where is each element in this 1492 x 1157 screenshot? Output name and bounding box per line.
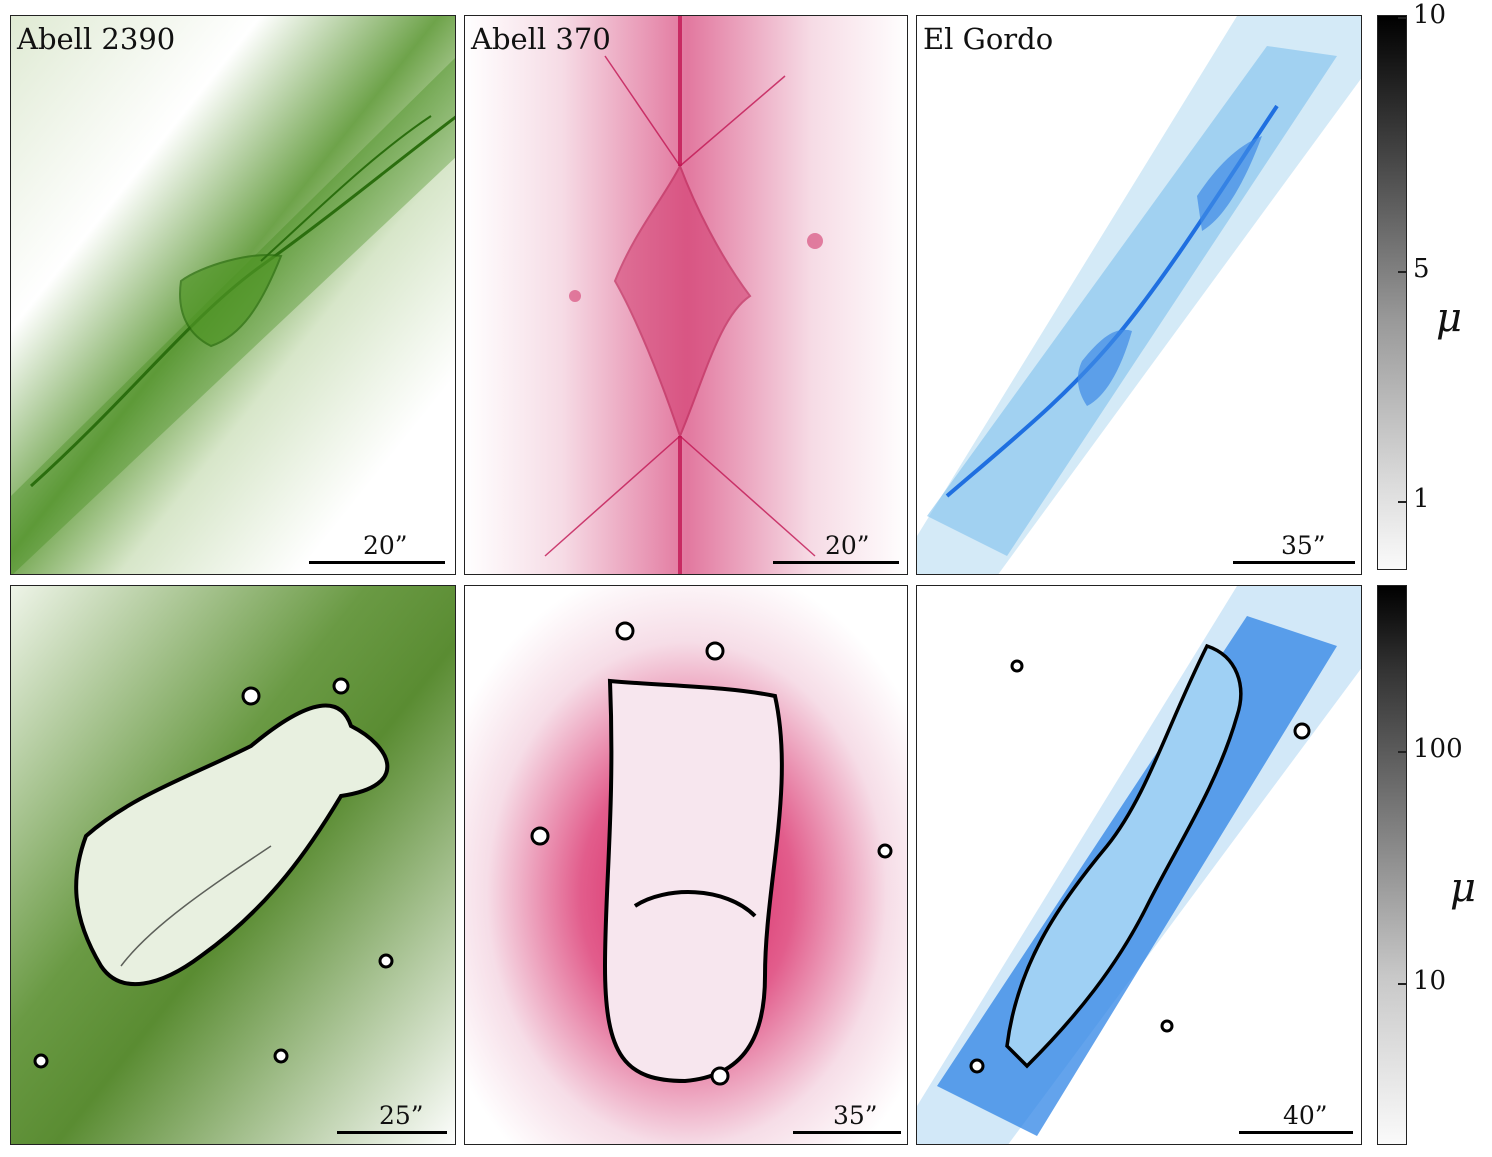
colorbar-label: μ [1436, 295, 1462, 341]
colorbar-top [1377, 15, 1407, 570]
scale-label: 25” [379, 1101, 424, 1130]
colorbar-tick-label: 1 [1413, 484, 1430, 514]
abell-370-top-image [465, 16, 907, 574]
el-gordo-top-image [917, 16, 1361, 574]
colorbar-tick [1398, 983, 1407, 985]
panel-el-gordo-top: El Gordo 35” [916, 15, 1362, 575]
colorbar-tick [1398, 17, 1407, 19]
panel-abell-2390-top: Abell 2390 20” [10, 15, 456, 575]
colorbar-label: μ [1450, 865, 1476, 911]
scale-bar [309, 561, 445, 564]
abell-2390-bottom-image [11, 586, 455, 1144]
scale-label: 40” [1283, 1101, 1328, 1130]
abell-370-bottom-image [465, 586, 907, 1144]
colorbar-bottom [1377, 585, 1407, 1145]
scale-bar [1239, 1131, 1353, 1134]
scale-bar [337, 1131, 447, 1134]
panel-abell-2390-bottom: 25” [10, 585, 456, 1145]
panel-title: Abell 370 [471, 22, 611, 56]
abell-2390-top-image [11, 16, 455, 574]
scale-label: 20” [825, 531, 870, 560]
colorbar-tick-label: 10 [1413, 966, 1447, 996]
colorbar-tick-label: 100 [1413, 734, 1463, 764]
panel-abell-370-bottom: 35” [464, 585, 908, 1145]
panel-abell-370-top: Abell 370 20” [464, 15, 908, 575]
el-gordo-bottom-image [917, 586, 1361, 1144]
colorbar-tick-label: 10 [1413, 0, 1447, 30]
scale-label: 20” [363, 531, 408, 560]
scale-label: 35” [833, 1101, 878, 1130]
colorbar-tick [1398, 271, 1407, 273]
scale-bar [1233, 561, 1355, 564]
colorbar-tick [1398, 501, 1407, 503]
panel-el-gordo-bottom: 40” [916, 585, 1362, 1145]
panel-title: El Gordo [923, 22, 1054, 56]
colorbar-tick [1398, 751, 1407, 753]
scale-label: 35” [1281, 531, 1326, 560]
panel-title: Abell 2390 [17, 22, 176, 56]
scale-bar [793, 1131, 901, 1134]
colorbar-tick-label: 5 [1413, 254, 1430, 284]
scale-bar [773, 561, 899, 564]
